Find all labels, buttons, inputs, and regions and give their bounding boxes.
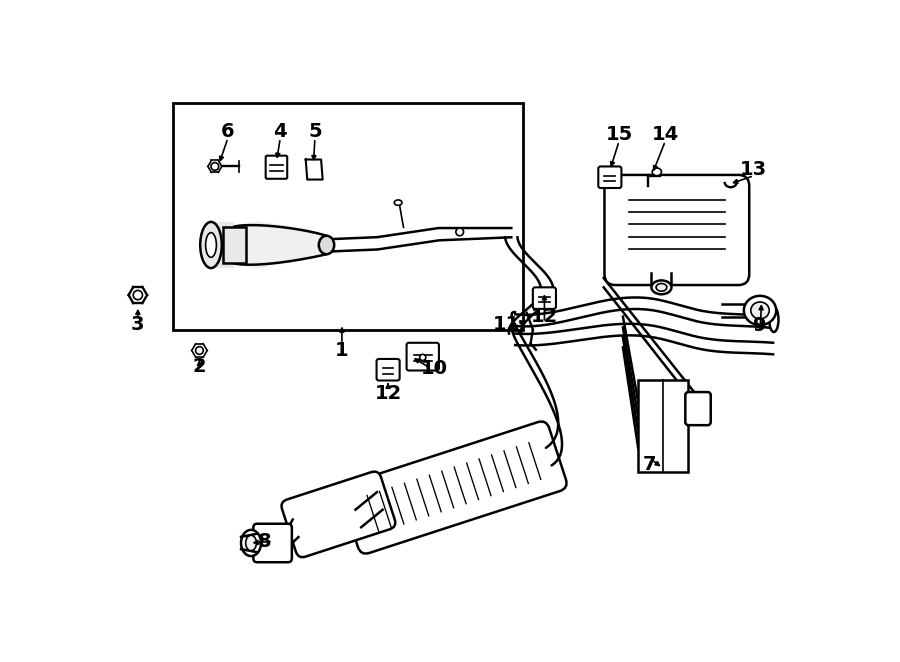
Text: 4: 4 bbox=[274, 122, 287, 141]
Bar bbox=[222, 226, 246, 263]
Text: 7: 7 bbox=[644, 455, 657, 474]
Text: 12: 12 bbox=[531, 307, 558, 326]
Ellipse shape bbox=[319, 236, 334, 254]
Text: 15: 15 bbox=[606, 125, 633, 144]
Ellipse shape bbox=[133, 291, 142, 300]
FancyBboxPatch shape bbox=[605, 175, 749, 285]
FancyBboxPatch shape bbox=[598, 166, 621, 188]
Ellipse shape bbox=[652, 168, 662, 175]
Bar bbox=[173, 103, 523, 330]
FancyBboxPatch shape bbox=[340, 422, 567, 553]
Ellipse shape bbox=[656, 283, 667, 291]
FancyBboxPatch shape bbox=[266, 156, 287, 179]
Text: 2: 2 bbox=[193, 357, 206, 376]
Ellipse shape bbox=[200, 222, 221, 268]
FancyBboxPatch shape bbox=[533, 287, 556, 309]
Ellipse shape bbox=[751, 302, 770, 319]
Ellipse shape bbox=[246, 536, 256, 551]
Text: 1: 1 bbox=[335, 341, 348, 360]
Ellipse shape bbox=[394, 200, 402, 205]
Ellipse shape bbox=[211, 163, 219, 170]
Ellipse shape bbox=[241, 530, 261, 556]
Ellipse shape bbox=[770, 307, 778, 332]
Bar bbox=[638, 380, 689, 472]
Text: 11: 11 bbox=[493, 315, 520, 334]
FancyBboxPatch shape bbox=[376, 359, 400, 381]
Ellipse shape bbox=[456, 228, 464, 236]
Text: 14: 14 bbox=[652, 125, 679, 144]
Ellipse shape bbox=[652, 281, 671, 295]
Ellipse shape bbox=[205, 232, 216, 258]
FancyBboxPatch shape bbox=[407, 343, 439, 371]
FancyBboxPatch shape bbox=[685, 392, 711, 425]
Polygon shape bbox=[234, 222, 327, 268]
Text: 13: 13 bbox=[741, 160, 768, 179]
Text: 5: 5 bbox=[308, 122, 322, 141]
Text: 3: 3 bbox=[131, 315, 145, 334]
Text: 9: 9 bbox=[753, 316, 767, 336]
Bar bbox=[211, 222, 234, 268]
Ellipse shape bbox=[743, 296, 776, 325]
Ellipse shape bbox=[195, 347, 203, 354]
Ellipse shape bbox=[419, 354, 426, 361]
Text: 10: 10 bbox=[421, 359, 448, 378]
FancyBboxPatch shape bbox=[254, 524, 292, 562]
Polygon shape bbox=[306, 160, 322, 179]
Text: 12: 12 bbox=[374, 384, 401, 403]
FancyBboxPatch shape bbox=[282, 471, 395, 557]
Text: 8: 8 bbox=[258, 532, 272, 551]
Text: 6: 6 bbox=[221, 122, 235, 141]
